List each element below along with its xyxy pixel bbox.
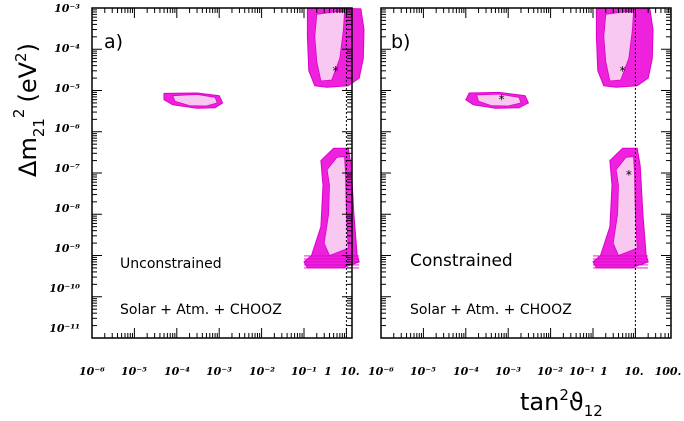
y-tick-label: 10⁻⁵ (54, 82, 80, 95)
y-tick-label: 10⁻⁹ (54, 242, 80, 255)
x-tick-label: 1 (600, 365, 608, 378)
best-fit-point: * (620, 64, 626, 78)
x-tick-label: 10⁻³ (206, 365, 232, 378)
x-title-sub: 12 (584, 402, 603, 420)
svg-text:Δm212(eV2): Δm212(eV2) (10, 43, 48, 177)
x-title-base: tan (520, 388, 559, 416)
x-tick-label: 10⁻⁶ (79, 365, 105, 378)
best-fit-point: * (332, 64, 338, 78)
y-tick-label: 10⁻⁸ (54, 202, 80, 215)
panel-a-annotation-2: Solar + Atm. + CHOOZ (120, 302, 282, 318)
y-title-unit-close: ) (14, 43, 42, 52)
panel-a: * a) Unconstrained Solar + Atm. + CHOOZ (91, 7, 365, 339)
panel-b-regions (465, 7, 654, 269)
x-title-sup: 2 (559, 386, 569, 404)
x-tick-label: 10⁻² (537, 365, 563, 378)
panel-a-best-fit-points: * (332, 64, 338, 78)
x-tick-label: 10⁻⁵ (121, 365, 147, 378)
panel-a-annotation-1: Unconstrained (120, 256, 222, 272)
panel-a-regions (163, 7, 365, 269)
allowed-region-inner (172, 94, 218, 107)
x-title-main: ϑ (569, 388, 584, 416)
panel-b-annotation-1: Constrained (410, 251, 513, 271)
x-tick-label: 10⁻¹ (569, 365, 595, 378)
panel-b-frame (380, 7, 672, 339)
x-tick-label: 100. (655, 365, 682, 378)
panel-b-tag: b) (391, 31, 410, 53)
x-tick-label: 10⁻¹ (291, 365, 317, 378)
y-title-main: Δm (14, 137, 42, 177)
y-tick-label: 10⁻⁴ (54, 42, 80, 55)
allowed-region-inner (314, 11, 345, 82)
x-tick-label: 10⁻⁶ (368, 365, 394, 378)
y-title-unit-sup: 2 (12, 52, 30, 62)
x-tick-label: 10⁻³ (495, 365, 521, 378)
panel-b-ticks (380, 8, 671, 339)
panel-a-frame (91, 7, 353, 339)
x-tick-labels-a: 10⁻⁶ 10⁻⁵ 10⁻⁴ 10⁻³ 10⁻² 10⁻¹ 1 10. (79, 365, 360, 378)
best-fit-point: * (626, 168, 632, 182)
y-axis-title: Δm212(eV2) (10, 43, 48, 177)
panel-a-tag: a) (104, 31, 123, 53)
x-tick-labels-b: 10⁻⁶ 10⁻⁵ 10⁻⁴ 10⁻³ 10⁻² 10⁻¹ 1 10. 100. (368, 365, 682, 378)
allowed-region-inner (612, 156, 638, 257)
y-title-unit: (eV (14, 61, 42, 102)
x-tick-label: 10. (340, 365, 359, 378)
panel-b-annotation-2: Solar + Atm. + CHOOZ (410, 302, 572, 318)
x-tick-label: 10⁻⁵ (410, 365, 436, 378)
x-axis-title: tan2ϑ12 (520, 386, 603, 420)
panel-b-best-fit-points: * * * (499, 64, 632, 182)
y-tick-label: 10⁻⁶ (54, 122, 80, 135)
panel-b: * * * b) Constrained Solar + Atm. + CHOOZ (380, 7, 672, 339)
x-tick-label: 10⁻² (249, 365, 275, 378)
y-tick-labels: 10⁻³ 10⁻⁴ 10⁻⁵ 10⁻⁶ 10⁻⁷ 10⁻⁸ 10⁻⁹ 10⁻¹⁰… (49, 2, 80, 335)
allowed-region-inner (323, 156, 349, 257)
y-title-sup: 2 (10, 109, 28, 119)
x-tick-label: 1 (324, 365, 332, 378)
y-tick-label: 10⁻³ (54, 2, 80, 15)
best-fit-point: * (499, 93, 505, 107)
allowed-region-inner (476, 93, 522, 107)
allowed-region-inner (603, 11, 634, 82)
x-tick-label: 10⁻⁴ (164, 365, 190, 378)
x-tick-label: 10⁻⁴ (453, 365, 479, 378)
y-tick-label: 10⁻¹¹ (49, 322, 80, 335)
y-tick-label: 10⁻⁷ (54, 162, 80, 175)
x-tick-label: 10. (624, 365, 643, 378)
y-title-sub: 21 (30, 118, 48, 137)
y-tick-label: 10⁻¹⁰ (49, 282, 80, 295)
